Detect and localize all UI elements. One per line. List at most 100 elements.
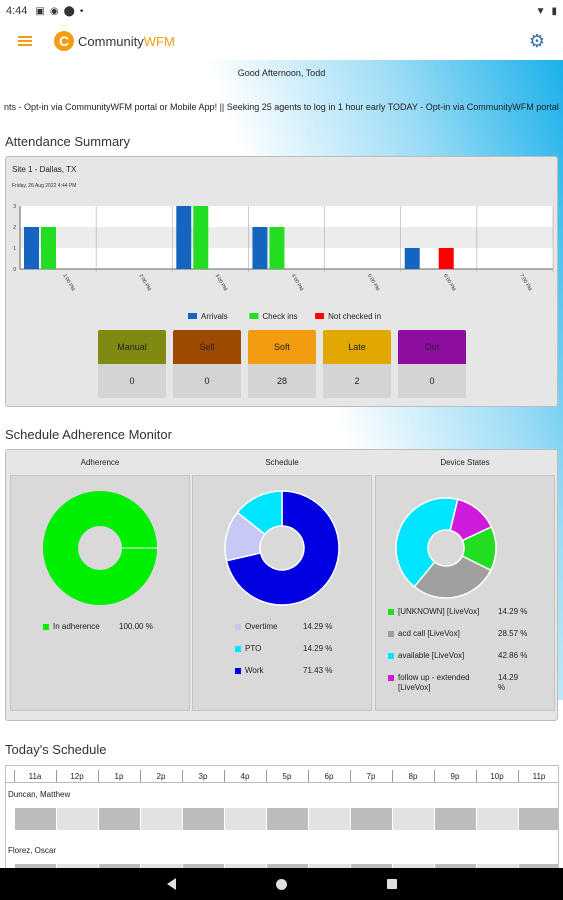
status-time: 4:44 — [6, 5, 28, 17]
bar-arrivals[interactable] — [404, 248, 420, 269]
legend-swatch — [235, 646, 241, 652]
schedule-block[interactable] — [225, 808, 266, 830]
schedule-block[interactable] — [15, 864, 56, 868]
schedule-block[interactable] — [99, 808, 140, 830]
schedule-block[interactable] — [309, 864, 350, 868]
donut-slice[interactable] — [449, 498, 493, 542]
menu-icon[interactable] — [18, 36, 32, 46]
schedule-block[interactable] — [351, 864, 392, 868]
gear-icon[interactable]: ⚙ — [528, 30, 545, 51]
schedule-block[interactable] — [183, 864, 224, 868]
tile-late[interactable]: Late 2 — [323, 330, 391, 398]
donut-slice[interactable] — [225, 490, 340, 606]
schedule-block[interactable] — [393, 808, 434, 830]
schedule-block[interactable] — [225, 864, 266, 868]
schedule-block[interactable] — [477, 864, 518, 868]
schedule-block[interactable] — [183, 808, 224, 830]
legend-label: In adherence — [53, 622, 100, 631]
schedule-block[interactable] — [309, 808, 350, 830]
legend-label: Work — [245, 666, 264, 675]
wifi-icon: ▼ — [535, 5, 546, 17]
legend-percent: 14.29 % — [303, 622, 333, 631]
hour-label: 3p — [198, 772, 208, 781]
legend-swatch — [388, 609, 394, 615]
schedule-block[interactable] — [435, 808, 476, 830]
x-tick-label: 6:00 PM — [442, 273, 457, 292]
hour-tick — [14, 770, 15, 782]
schedule-block[interactable] — [519, 808, 558, 830]
tile-label: Sell — [173, 330, 241, 364]
legend-percent: 42.86 % — [498, 651, 528, 660]
donut-slice[interactable] — [236, 490, 283, 536]
schedule-block[interactable] — [99, 864, 140, 868]
bar-not-checked-in[interactable] — [438, 248, 454, 269]
hour-tick — [140, 770, 141, 782]
tile-sell[interactable]: Sell 0 — [173, 330, 241, 398]
legend-item: PTO 14.29 % — [235, 644, 343, 654]
legend-swatch — [388, 631, 394, 637]
chart-band — [20, 248, 553, 269]
legend-label: [UNKNOWN] [LiveVox] — [398, 607, 480, 616]
schedule-block[interactable] — [141, 808, 182, 830]
attendance-chart: 0 1 2 3 1:00 PM 2:00 PM 3:00 PM 4:00 PM 5:00 PM 6… — [13, 204, 554, 321]
logo-mark: C — [54, 31, 74, 51]
app-icon: ⬤ — [63, 5, 75, 17]
tile-label: Late — [323, 330, 391, 364]
legend-item: available [LiveVox] 42.86 % — [388, 651, 538, 661]
hour-tick — [266, 770, 267, 782]
home-icon[interactable] — [275, 878, 287, 890]
chart-band — [20, 227, 553, 248]
schedule-block[interactable] — [351, 808, 392, 830]
donut-chart — [43, 491, 157, 605]
schedule-block[interactable] — [141, 864, 182, 868]
bar-arrivals[interactable] — [24, 227, 39, 269]
donut-slice[interactable] — [395, 497, 459, 588]
bar-check-ins[interactable] — [193, 206, 209, 269]
legend-label: available [LiveVox] — [398, 651, 465, 660]
schedule-block[interactable] — [393, 864, 434, 868]
donut-chart — [395, 497, 497, 599]
donut-chart — [224, 490, 340, 606]
legend-percent: 14.29 % — [498, 673, 519, 692]
x-tick-label: 3:00 PM — [214, 273, 229, 292]
schedule-block[interactable] — [15, 808, 56, 830]
tile-soft[interactable]: Soft 28 — [248, 330, 316, 398]
schedule-block[interactable] — [267, 864, 308, 868]
schedule-block[interactable] — [57, 864, 98, 868]
agent-name[interactable]: Duncan, Matthew — [8, 790, 71, 799]
schedule-block[interactable] — [435, 864, 476, 868]
legend-label: Not checked in — [328, 312, 381, 321]
donut-slice[interactable] — [413, 555, 492, 599]
hour-tick — [434, 770, 435, 782]
app-bar: C CommunityWFM ⚙ — [0, 22, 563, 60]
legend-percent: 14.29 % — [303, 644, 333, 653]
tile-out[interactable]: Out 0 — [398, 330, 466, 398]
bar-arrivals[interactable] — [252, 227, 268, 269]
hour-tick — [182, 770, 183, 782]
tile-manual[interactable]: Manual 0 — [98, 330, 166, 398]
schedule-block[interactable] — [477, 808, 518, 830]
legend-swatch — [315, 313, 325, 319]
hour-label: 4p — [240, 772, 250, 781]
schedule-block[interactable] — [267, 808, 308, 830]
agent-name[interactable]: Florez, Oscar — [8, 846, 57, 855]
recent-apps-icon[interactable] — [386, 879, 397, 889]
tile-label: Out — [398, 330, 466, 364]
y-tick-label: 3 — [13, 204, 16, 210]
legend-label: PTO — [245, 644, 262, 653]
brand-accent: WFM — [143, 33, 175, 49]
hour-label: 1p — [114, 772, 124, 781]
schedule-block[interactable] — [57, 808, 98, 830]
bar-check-ins[interactable] — [41, 227, 56, 269]
bar-arrivals[interactable] — [176, 206, 192, 269]
legend-item: [UNKNOWN] [LiveVox] 14.29 % — [388, 607, 538, 617]
back-icon[interactable] — [166, 878, 176, 890]
hour-label: 11p — [532, 772, 546, 781]
adherence-title: Schedule Adherence Monitor — [5, 427, 172, 442]
x-tick-label: 1:00 PM — [61, 273, 76, 292]
bar-check-ins[interactable] — [269, 227, 285, 269]
legend-item: Work 71.43 % — [235, 666, 343, 676]
chart-band — [20, 206, 553, 227]
hour-label: 11a — [28, 772, 42, 781]
schedule-block[interactable] — [519, 864, 558, 868]
